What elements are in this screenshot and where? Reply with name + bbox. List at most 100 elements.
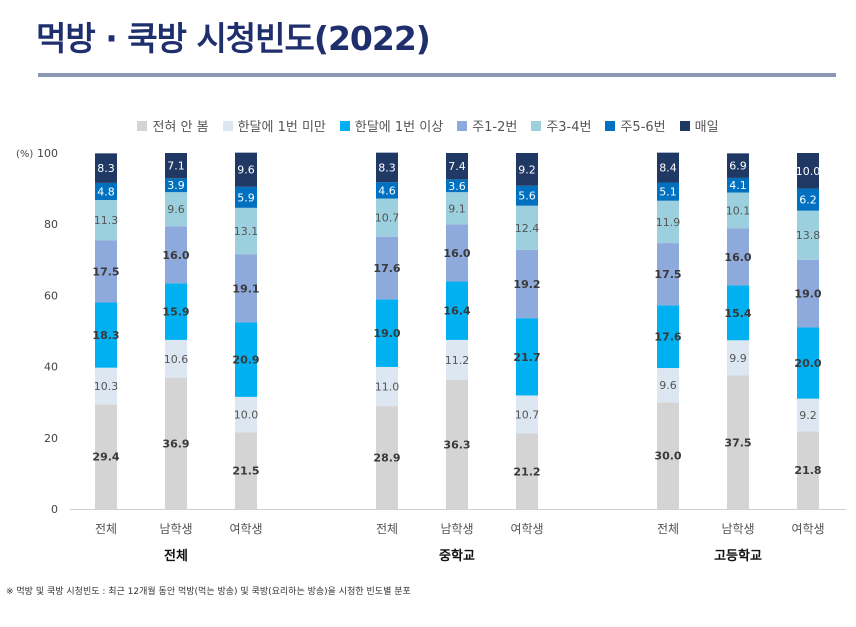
bar-segment — [235, 186, 257, 208]
bar-segment — [235, 254, 257, 323]
bar-segment — [235, 207, 257, 255]
data-label: 8.3 — [378, 161, 396, 174]
bar-segment — [797, 327, 819, 399]
legend-item: 한달에 1번 미만 — [222, 116, 326, 135]
legend-label: 주1-2번 — [472, 120, 518, 135]
data-label: 9.6 — [167, 203, 185, 216]
data-label: 20.0 — [794, 357, 821, 370]
bar-segment — [165, 226, 187, 284]
y-tick-label: 80 — [44, 218, 58, 231]
legend-item: 주1-2번 — [457, 116, 517, 135]
data-label: 10.0 — [796, 165, 821, 178]
footnote: ※ 먹방 및 쿡방 시청빈도 : 최근 12개월 동안 먹방(먹는 방송) 및 … — [6, 587, 411, 597]
bar-segment — [727, 285, 749, 341]
data-label: 15.4 — [724, 307, 751, 320]
data-label: 10.0 — [234, 409, 259, 422]
x-tick-label: 전체 — [376, 522, 398, 536]
bar-segment — [657, 152, 679, 183]
data-label: 5.6 — [518, 190, 536, 203]
data-label: 19.0 — [373, 327, 400, 340]
bar-segment — [516, 433, 538, 509]
data-label: 10.1 — [726, 204, 751, 217]
data-label: 37.5 — [724, 436, 751, 449]
data-label: 10.7 — [375, 212, 400, 225]
legend-item: 주3-4번 — [531, 116, 591, 135]
legend-label: 한달에 1번 미만 — [237, 120, 326, 135]
bar-segment — [376, 152, 398, 183]
legend-item: 주5-6번 — [605, 116, 666, 135]
stacked-bar-chart: 0 20 40 60 80 100 (%) 29.4 10.3 18.3 17.5 11.3 4.8 8.… — [16, 147, 846, 564]
bar-segment — [727, 228, 749, 286]
legend-item: 매일 — [679, 116, 719, 135]
page-title: 먹방 · 쿡방 시청빈도(2022) — [36, 19, 431, 58]
data-label: 9.9 — [729, 352, 747, 365]
legend-swatch — [531, 120, 542, 131]
data-label: 7.1 — [167, 160, 185, 173]
data-label: 30.0 — [654, 450, 681, 463]
data-label: 19.2 — [513, 278, 540, 291]
data-label: 21.8 — [794, 464, 821, 477]
bar-segment — [657, 243, 679, 306]
bar-segment — [235, 396, 257, 433]
legend-label: 전혀 안 봄 — [152, 120, 209, 135]
data-label: 18.3 — [92, 329, 119, 342]
bar-segment — [376, 182, 398, 199]
bar-segment — [516, 318, 538, 396]
bar-segment — [727, 153, 749, 178]
bar-segment — [797, 398, 819, 432]
data-label: 21.5 — [232, 465, 259, 478]
data-label: 3.6 — [448, 180, 466, 193]
bar-segment — [446, 339, 468, 380]
bar-segment — [657, 402, 679, 509]
y-tick-label: 40 — [44, 361, 58, 374]
bar-segment — [376, 299, 398, 367]
bar-segment — [95, 153, 117, 183]
data-label: 19.1 — [232, 282, 259, 295]
bar-segment — [165, 153, 187, 179]
legend-label: 주5-6번 — [620, 120, 666, 135]
data-label: 6.2 — [799, 194, 817, 207]
x-tick-label: 남학생 — [721, 522, 754, 536]
data-label: 9.6 — [659, 379, 677, 392]
bar-segment — [797, 259, 819, 328]
title-divider — [38, 73, 836, 77]
legend-item: 전혀 안 봄 — [137, 116, 209, 135]
data-label: 17.6 — [373, 262, 400, 275]
y-tick-label: 0 — [51, 503, 58, 516]
legend-swatch — [679, 120, 690, 131]
data-label: 9.2 — [799, 409, 817, 422]
bar-segment — [95, 199, 117, 241]
bar-segment — [797, 210, 819, 260]
data-label: 9.1 — [448, 202, 466, 215]
bar-segment — [165, 178, 187, 193]
x-tick-label: 여학생 — [510, 522, 543, 536]
x-tick-label: 여학생 — [229, 522, 262, 536]
data-label: 13.8 — [796, 229, 821, 242]
bar-segment — [95, 302, 117, 368]
data-label: 12.4 — [515, 222, 540, 235]
bar-segment — [446, 179, 468, 193]
bar-segment — [376, 236, 398, 300]
bar-segment — [797, 153, 819, 189]
bar-segment — [516, 249, 538, 319]
data-label: 21.7 — [513, 351, 540, 364]
data-label: 8.4 — [659, 162, 677, 175]
bar-segment — [516, 153, 538, 186]
data-label: 10.6 — [164, 353, 189, 366]
bar-segment — [516, 185, 538, 206]
bar-segment — [376, 198, 398, 237]
x-tick-label: 여학생 — [791, 522, 824, 536]
data-label: 5.1 — [659, 186, 677, 199]
bar-segment — [376, 366, 398, 407]
bar-segment — [446, 153, 468, 180]
legend-label: 주3-4번 — [546, 120, 592, 135]
data-label: 17.6 — [654, 331, 681, 344]
legend-swatch — [605, 120, 616, 131]
bar-segment — [516, 395, 538, 434]
bar-segment — [165, 283, 187, 340]
bar-segment — [727, 177, 749, 193]
data-label: 3.9 — [167, 179, 185, 192]
bar-segment — [165, 377, 187, 509]
data-label: 29.4 — [92, 451, 119, 464]
y-axis-label: (%) — [16, 149, 33, 160]
